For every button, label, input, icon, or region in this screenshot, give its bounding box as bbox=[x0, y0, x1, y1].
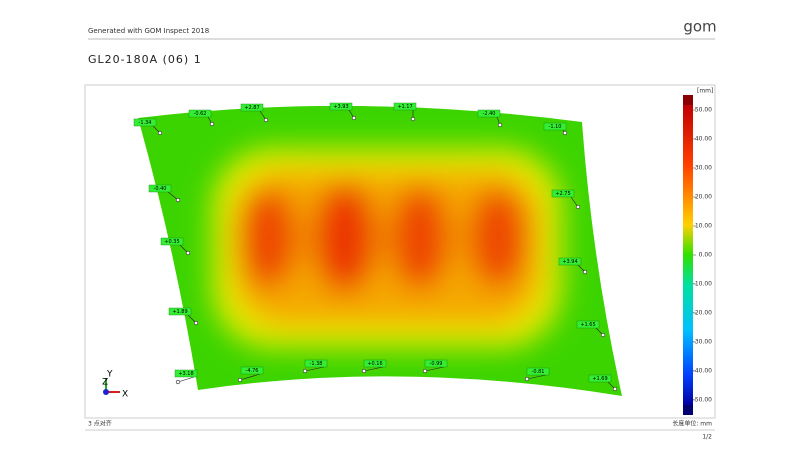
leader-line bbox=[167, 191, 179, 201]
deviation-label: -1.34 bbox=[139, 120, 152, 126]
label-box bbox=[551, 189, 575, 198]
deviation-label: +2.87 bbox=[244, 105, 259, 111]
label-box bbox=[558, 257, 582, 266]
page-number: 1/2 bbox=[702, 434, 712, 441]
measure-point bbox=[422, 368, 428, 374]
measure-point bbox=[562, 130, 568, 136]
scale-label: 20.00 bbox=[695, 194, 712, 201]
deviation-label: +0.35 bbox=[164, 239, 179, 245]
deviation-label: -0.40 bbox=[154, 186, 167, 192]
scale-label: -20.00 bbox=[693, 310, 713, 317]
scale-label: 0.00 bbox=[699, 252, 713, 259]
label-box bbox=[160, 237, 184, 246]
color-scale bbox=[683, 105, 693, 405]
measure-point bbox=[193, 320, 199, 326]
label-box bbox=[188, 109, 212, 118]
label-box bbox=[240, 103, 264, 112]
deviation-label: +1.69 bbox=[592, 376, 607, 382]
measure-point bbox=[612, 386, 618, 392]
label-box bbox=[588, 374, 612, 383]
measure-point bbox=[175, 197, 181, 203]
axis-y: Y bbox=[106, 370, 113, 380]
measure-point bbox=[185, 250, 191, 256]
deviation-label: +1.17 bbox=[397, 104, 412, 110]
label-box bbox=[477, 109, 501, 118]
scale-label: 40.00 bbox=[695, 136, 712, 143]
label-box bbox=[424, 359, 448, 368]
unit-note: 长度单位: mm bbox=[672, 420, 712, 428]
deviation-label: -0.81 bbox=[532, 369, 545, 375]
logo: gom bbox=[683, 18, 716, 36]
label-box bbox=[393, 102, 417, 111]
alignment: 3 点对齐 bbox=[88, 420, 112, 428]
scale-label: 50.00 bbox=[695, 107, 712, 114]
leader-line bbox=[424, 366, 445, 372]
scale-label: -10.00 bbox=[693, 281, 713, 288]
deviation-label: +3.93 bbox=[333, 104, 348, 110]
measure-point bbox=[497, 122, 503, 128]
scale-label: -40.00 bbox=[693, 368, 713, 375]
label-box bbox=[363, 359, 387, 368]
deviation-label: +2.75 bbox=[555, 191, 570, 197]
surface bbox=[138, 105, 622, 396]
label-box bbox=[329, 102, 353, 111]
scale-label: 30.00 bbox=[695, 165, 712, 172]
deviation-label: -1.38 bbox=[310, 361, 323, 367]
measure-point bbox=[410, 116, 416, 122]
axis-z: Z bbox=[102, 378, 108, 388]
measure-point bbox=[157, 130, 163, 136]
title: GL20-180A (06) 1 bbox=[88, 53, 202, 66]
measure-point bbox=[600, 332, 606, 338]
label-box bbox=[133, 118, 157, 127]
label-box bbox=[526, 367, 550, 376]
scale-cap bbox=[683, 95, 693, 105]
label-box bbox=[576, 320, 600, 329]
measure-point bbox=[582, 269, 588, 275]
deviation-label: +0.16 bbox=[367, 361, 382, 367]
label-box bbox=[304, 359, 328, 368]
scale-label: 10.00 bbox=[695, 223, 712, 230]
deviation-label: +1.65 bbox=[580, 322, 595, 328]
deviation-label: -0.99 bbox=[430, 361, 443, 367]
scale-cap bbox=[683, 405, 693, 415]
leader-line bbox=[239, 373, 261, 381]
leader-line bbox=[304, 366, 325, 372]
leader-line bbox=[177, 376, 195, 383]
generator: Generated with GOM Inspect 2018 bbox=[88, 27, 209, 35]
scale-label: -30.00 bbox=[693, 339, 713, 346]
measure-point bbox=[524, 376, 530, 382]
measure-point bbox=[575, 204, 581, 210]
scale-unit: [mm] bbox=[697, 88, 713, 95]
deviation-label: -2.40 bbox=[483, 111, 496, 117]
label-box bbox=[174, 369, 198, 378]
measure-point bbox=[237, 377, 243, 383]
deviation-label: -1.10 bbox=[549, 124, 562, 130]
leader-line bbox=[526, 374, 547, 380]
measure-point bbox=[175, 379, 181, 385]
deviation-label: -4.76 bbox=[246, 368, 259, 374]
deviation-label: +3.18 bbox=[178, 371, 193, 377]
measure-point bbox=[209, 121, 215, 127]
label-box bbox=[148, 184, 172, 193]
deviation-label: +3.94 bbox=[562, 259, 577, 265]
axis-x: X bbox=[122, 390, 128, 400]
leader-line bbox=[363, 366, 384, 372]
label-box bbox=[168, 307, 192, 316]
measure-point bbox=[263, 117, 269, 123]
measure-point bbox=[361, 368, 367, 374]
label-box bbox=[240, 366, 264, 375]
axis-triad: Z Y X bbox=[102, 370, 128, 400]
label-box bbox=[543, 122, 567, 131]
scale-label: -50.00 bbox=[693, 397, 713, 404]
measure-point bbox=[351, 115, 357, 121]
measure-point bbox=[302, 368, 308, 374]
deviation-label: +1.89 bbox=[172, 309, 187, 315]
deviation-label: -0.62 bbox=[194, 111, 207, 117]
